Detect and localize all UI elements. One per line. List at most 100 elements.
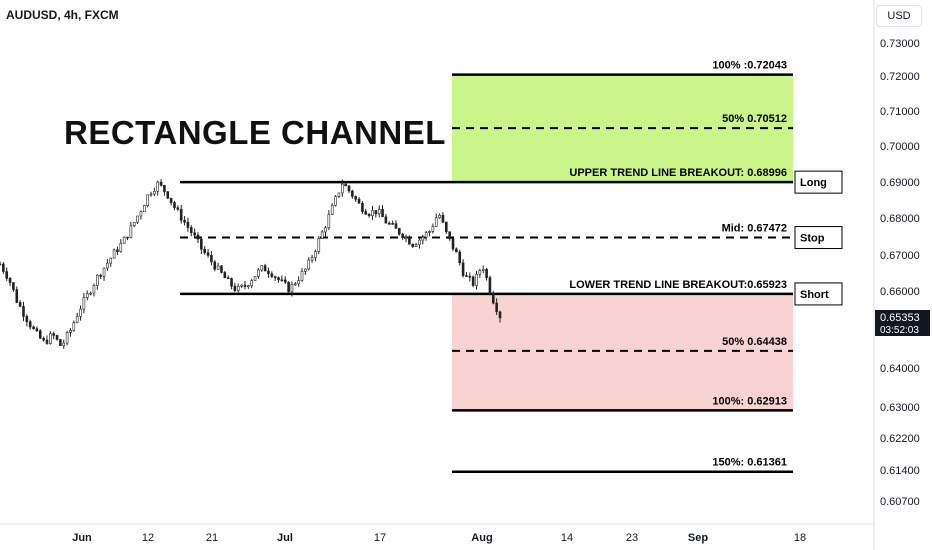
candle [465,271,468,277]
level-label-5: 50% 0.64438 [722,336,787,348]
x-tick-label: 17 [374,532,386,544]
candle-body [173,202,176,209]
candle-body [139,211,143,217]
candle [263,263,267,272]
candle [75,312,79,324]
candle [96,274,99,290]
candle [448,231,451,241]
candle [15,286,19,304]
candle-body [320,231,324,239]
candle [424,230,428,241]
candle [330,203,334,215]
y-tick-label: 0.66000 [880,286,920,298]
x-tick-label: 21 [206,532,218,544]
candle-body [45,339,49,344]
candle [72,320,76,332]
candle [357,196,361,204]
tag-long[interactable]: Long [794,170,843,194]
candle [374,210,378,218]
candle [132,221,136,228]
candle-body [398,228,401,235]
candle [488,275,492,296]
candle-body [179,208,183,221]
candle-body [361,202,364,212]
candle-body [49,333,52,344]
candle-body [277,277,280,281]
candle [475,270,478,290]
candle [226,275,230,280]
candle-body [35,328,39,332]
candle [186,217,190,232]
y-tick-label: 0.64000 [880,363,920,375]
candle [216,262,220,270]
candle-body [401,233,404,239]
candle-body [377,209,381,215]
candle-body [431,226,435,232]
candle [461,259,465,278]
candle [307,257,311,271]
candle [273,275,277,281]
candle [257,267,260,279]
candle [12,282,15,292]
candle-body [153,191,156,195]
candle-body [434,217,438,227]
candle-body [230,278,233,287]
tag-short[interactable]: Short [794,282,843,306]
candle [89,291,92,296]
candle-body [193,232,196,236]
candle-body [22,306,25,317]
x-tick-label: Jul [277,532,293,544]
candle [297,276,300,287]
candle-body [314,251,317,258]
candle [65,330,69,346]
candle-body [418,239,421,245]
current-price-label: 0.65353 [880,312,920,324]
candle-body [310,257,314,261]
candle [122,236,126,244]
level-label-7: 150%: 0.61361 [712,457,787,469]
candle-body [488,277,492,294]
candle-body [270,273,274,277]
candle [2,262,5,274]
symbol-label[interactable]: AUDUSD, 4h, FXCM [6,8,119,22]
candle-body [102,267,106,277]
level-label-3: Mid: 0.67472 [722,223,787,235]
candle [240,284,243,288]
candle-body [85,293,89,298]
candle [451,238,455,252]
currency-button[interactable]: USD [876,5,922,27]
candle [304,268,307,275]
candle-body [203,248,206,254]
candle-body [495,302,498,313]
candle [481,265,485,274]
candle [243,280,247,290]
candle-body [136,215,139,223]
candle-body [163,185,166,192]
candle-body [223,272,227,279]
candle-body [149,193,153,196]
candle-body [42,337,45,341]
candle-body [183,220,186,223]
candle-body [334,196,337,206]
candle [116,246,119,255]
tag-stop[interactable]: Stop [794,226,843,250]
candle-body [408,236,411,245]
candle [106,259,109,271]
candle-body [92,285,96,294]
candle-body [132,221,136,227]
candle-body [126,236,129,239]
candle-body [424,232,428,238]
x-tick-label: 14 [561,532,573,544]
candle [354,195,358,202]
candle-body [354,196,358,200]
candle [411,243,415,249]
candle-body [55,335,59,340]
candle [52,331,55,340]
candle [327,210,331,230]
candle [102,267,106,281]
candle [371,205,374,220]
candle-body [273,276,277,278]
candle [250,278,253,289]
candle [324,225,327,237]
